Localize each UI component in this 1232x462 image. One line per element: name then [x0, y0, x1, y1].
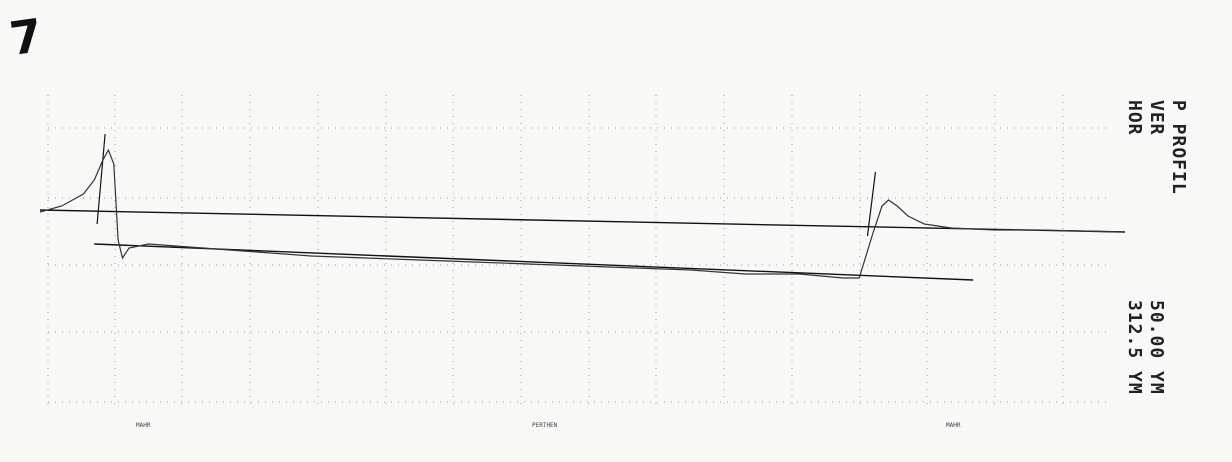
- vertical-scale-value: 50.00 YM: [1146, 300, 1167, 395]
- left-maker-mark: MAHR: [136, 422, 151, 429]
- vertical-scale-label: VER: [1146, 100, 1167, 136]
- horizontal-scale-value: 312.5 YM: [1124, 300, 1145, 395]
- profile-trace: [39, 148, 1126, 279]
- marker-line-1: [96, 133, 106, 225]
- right-maker-mark: MAHR: [946, 422, 961, 429]
- marker-line-2: [866, 171, 877, 237]
- profile-title: P PROFIL: [1168, 100, 1189, 195]
- reference-line-2: [94, 243, 974, 281]
- center-maker-mark: PERTHEN: [532, 422, 558, 429]
- chart-grid: [47, 95, 1110, 410]
- horizontal-scale-label: HOR: [1124, 100, 1145, 136]
- reference-line-1: [39, 209, 1126, 233]
